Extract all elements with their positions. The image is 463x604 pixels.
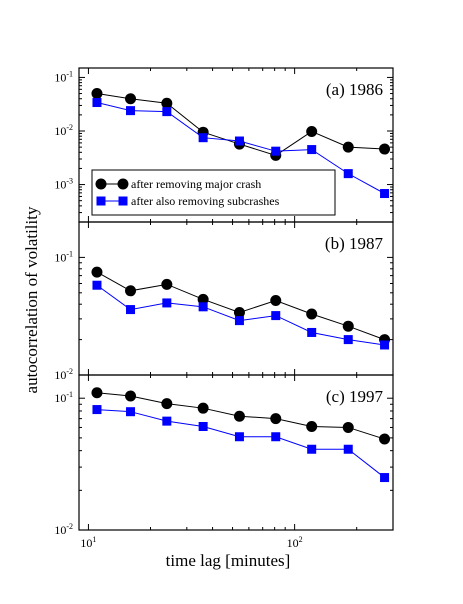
point-subcrash xyxy=(271,432,281,442)
y-tick-label: 10-3 xyxy=(54,177,73,192)
point-subcrash xyxy=(126,407,136,417)
x-axis-label: time lag [minutes] xyxy=(166,551,291,570)
point-crash xyxy=(379,433,391,445)
point-crash xyxy=(270,413,282,425)
point-crash xyxy=(197,402,209,414)
point-crash xyxy=(306,308,318,320)
point-subcrash xyxy=(198,421,208,431)
point-subcrash xyxy=(198,133,208,143)
y-tick-label: 10-2 xyxy=(54,123,73,138)
panel-3: 10-1 10-2 (c) 1997 101 102 xyxy=(54,374,394,550)
point-subcrash xyxy=(343,169,353,179)
point-crash xyxy=(91,387,103,399)
point-subcrash xyxy=(234,432,244,442)
panel-title: (b) 1987 xyxy=(325,234,384,253)
legend-marker-1 xyxy=(95,178,107,190)
point-crash xyxy=(306,420,318,432)
point-subcrash xyxy=(234,316,244,326)
point-subcrash xyxy=(198,302,208,312)
point-crash xyxy=(125,93,137,105)
point-crash xyxy=(91,266,103,278)
point-subcrash xyxy=(380,189,390,199)
legend-marker-1b xyxy=(117,178,129,190)
y-tick-label: 10-1 xyxy=(54,390,73,405)
point-crash xyxy=(306,125,318,137)
series-line-1 xyxy=(96,271,385,341)
point-crash xyxy=(197,293,209,305)
point-crash xyxy=(125,390,137,402)
point-subcrash xyxy=(343,335,353,345)
legend: after removing major crash after also re… xyxy=(91,169,336,216)
point-subcrash xyxy=(92,405,102,415)
legend-label-2: after also removing subcrashes xyxy=(131,194,280,208)
point-subcrash xyxy=(92,280,102,290)
legend-marker-2b xyxy=(118,196,128,206)
panel-title: (a) 1986 xyxy=(326,80,383,99)
point-subcrash xyxy=(343,444,353,454)
point-subcrash xyxy=(162,107,172,117)
point-crash xyxy=(233,306,245,318)
point-crash xyxy=(125,285,137,297)
point-crash xyxy=(233,410,245,422)
point-crash xyxy=(161,97,173,109)
x-tick-label: 102 xyxy=(287,535,303,550)
y-axis-label: autocorrelation of volatility xyxy=(22,206,41,393)
point-subcrash xyxy=(162,416,172,426)
point-subcrash xyxy=(380,340,390,350)
y-tick-label: 10-2 xyxy=(54,522,73,537)
point-subcrash xyxy=(126,305,136,315)
point-subcrash xyxy=(234,136,244,146)
point-subcrash xyxy=(162,298,172,308)
x-tick-label: 101 xyxy=(80,535,96,550)
point-crash xyxy=(270,295,282,307)
point-subcrash xyxy=(307,145,317,155)
legend-entry-1: after removing major crash xyxy=(95,177,261,191)
y-tick-label: 10-1 xyxy=(54,69,73,84)
point-crash xyxy=(161,398,173,410)
legend-entry-2: after also removing subcrashes xyxy=(96,194,280,208)
legend-box xyxy=(91,169,336,216)
legend-marker-2 xyxy=(96,196,106,206)
point-crash xyxy=(161,278,173,290)
point-subcrash xyxy=(126,106,136,116)
point-subcrash xyxy=(271,146,281,156)
y-tick-label: 10-1 xyxy=(54,249,73,264)
y-tick-label: 10-2 xyxy=(54,367,73,382)
point-crash xyxy=(379,143,391,155)
point-crash xyxy=(342,421,354,433)
point-crash xyxy=(342,141,354,153)
point-crash xyxy=(91,88,103,100)
panel-frame xyxy=(78,374,394,531)
point-subcrash xyxy=(307,444,317,454)
legend-label-1: after removing major crash xyxy=(131,177,261,191)
panel-1: 10-1 10-2 10-3 (a) 1986 xyxy=(54,67,394,223)
point-subcrash xyxy=(271,311,281,321)
panel-title: (c) 1997 xyxy=(326,387,384,406)
point-subcrash xyxy=(307,327,317,337)
point-subcrash xyxy=(380,473,390,483)
panel-2: 10-1 10-2 (b) 1987 xyxy=(54,221,394,382)
point-subcrash xyxy=(92,98,102,108)
point-crash xyxy=(342,320,354,332)
